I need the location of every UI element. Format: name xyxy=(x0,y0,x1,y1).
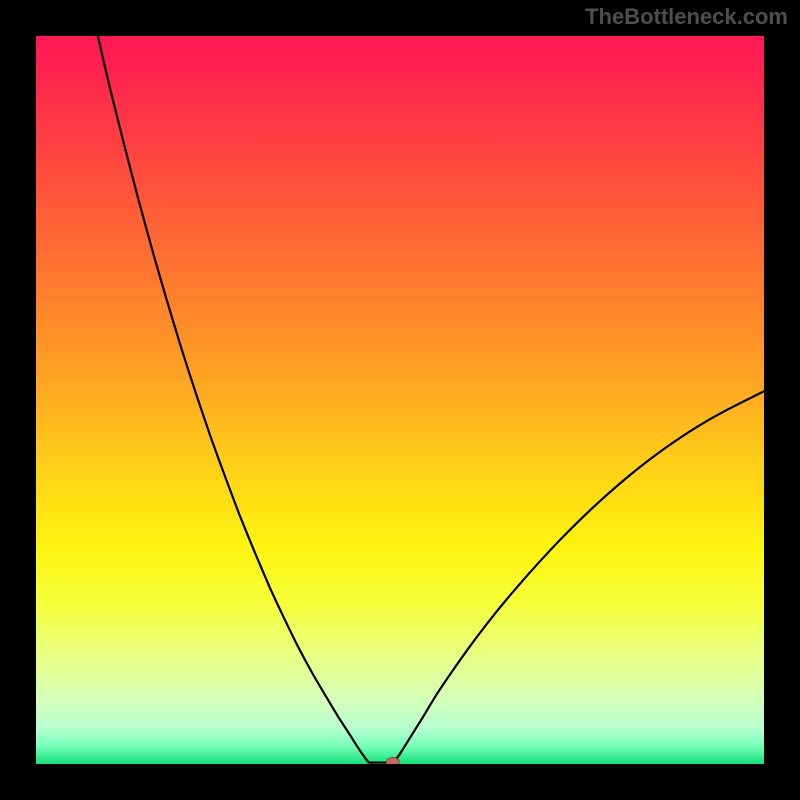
bottleneck-chart: TheBottleneck.com xyxy=(0,0,800,800)
chart-svg xyxy=(0,0,800,800)
chart-background xyxy=(36,36,764,764)
